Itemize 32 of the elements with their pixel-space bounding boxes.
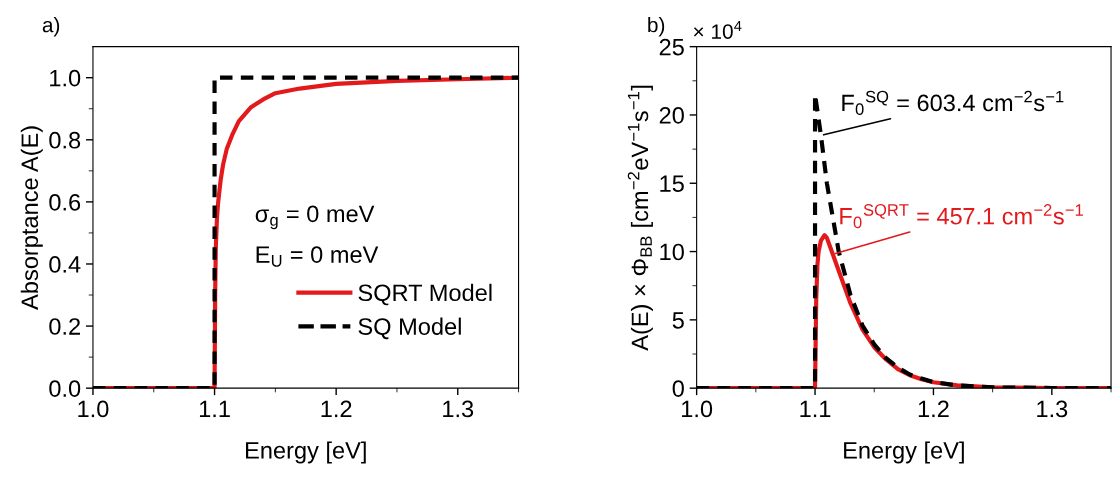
x-tick-label: 1.3 xyxy=(1037,400,1068,418)
text: A(E) × Φ$_{BB}$ [cm$^{−2}$eV$^{−1}$s$^{−1}$] xyxy=(627,85,653,351)
x-tick-label: 1.3 xyxy=(443,400,474,418)
annotation: σ$_{g}$ = 0 meV xyxy=(255,205,375,230)
y-tick-label: 10 xyxy=(660,243,684,261)
y-tick-label: 15 xyxy=(660,175,684,193)
chart-title: a) xyxy=(42,16,60,37)
annotation: F$_{0}$$^{SQRT}$ = 457.1 cm$^{−2}$s$^{−1}$ xyxy=(840,204,1083,229)
y-tick-label: 5 xyxy=(672,312,684,329)
y-tick-label: 0.2 xyxy=(49,318,80,335)
legend-label: SQ Model xyxy=(358,317,461,340)
y-tick-label: 0.6 xyxy=(49,193,81,211)
y-tick-label: 20 xyxy=(659,107,684,124)
annotation: F$_{0}$$^{SQ}$ = 603.4 cm$^{−2}$s$^{−1}$ xyxy=(842,90,1064,115)
chart-title: b) xyxy=(648,16,665,37)
y-tick-label: 0.4 xyxy=(49,256,81,273)
x-tick-label: 1.0 xyxy=(78,400,109,418)
y-tick-label: 0.0 xyxy=(49,380,81,397)
y-tick-label: 0.8 xyxy=(49,131,81,149)
y-tick-label: 25 xyxy=(659,38,684,56)
legend-label: SQRT Model xyxy=(358,283,492,306)
text: × 10$^{4}$ xyxy=(693,21,742,39)
x-tick-label: 1.2 xyxy=(321,400,352,418)
y-tick-label: 0 xyxy=(672,380,684,397)
x-axis-title: Energy [eV] xyxy=(844,441,964,464)
x-tick-label: 1.1 xyxy=(199,400,230,418)
y-tick-label: 1.0 xyxy=(50,69,81,87)
x-tick-label: 1.2 xyxy=(918,400,949,418)
x-tick-label: 1.1 xyxy=(800,400,831,418)
x-axis-title: Energy [eV] xyxy=(246,441,366,464)
annotation: E$_{U}$ = 0 meV xyxy=(256,246,379,267)
y-axis-title: Absorptance A(E) xyxy=(20,126,43,310)
